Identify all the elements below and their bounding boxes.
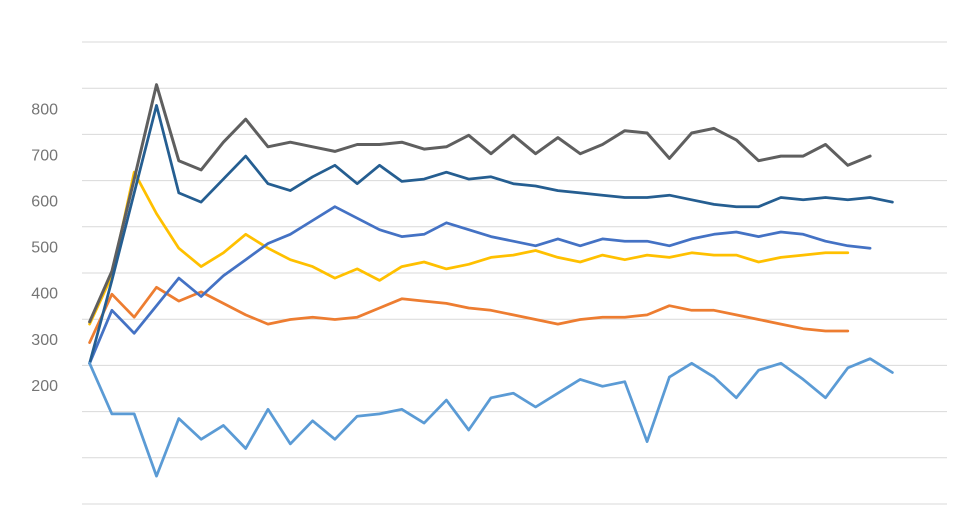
y-axis-label: 800 [31, 102, 58, 119]
orange-series-line [88, 285, 850, 344]
light-blue-series-line [88, 357, 894, 478]
gold-series-line [88, 170, 850, 326]
royal-blue-series-line [88, 205, 872, 365]
dark-gray-series-line [88, 83, 872, 324]
dark-blue-series-line [88, 104, 894, 365]
y-axis-label: 200 [31, 378, 58, 395]
y-axis-label: 300 [31, 332, 58, 349]
y-axis-label: 600 [31, 194, 58, 211]
y-axis-label: 700 [31, 148, 58, 165]
y-axis-label: 400 [31, 286, 58, 303]
y-axis-label: 500 [31, 240, 58, 257]
